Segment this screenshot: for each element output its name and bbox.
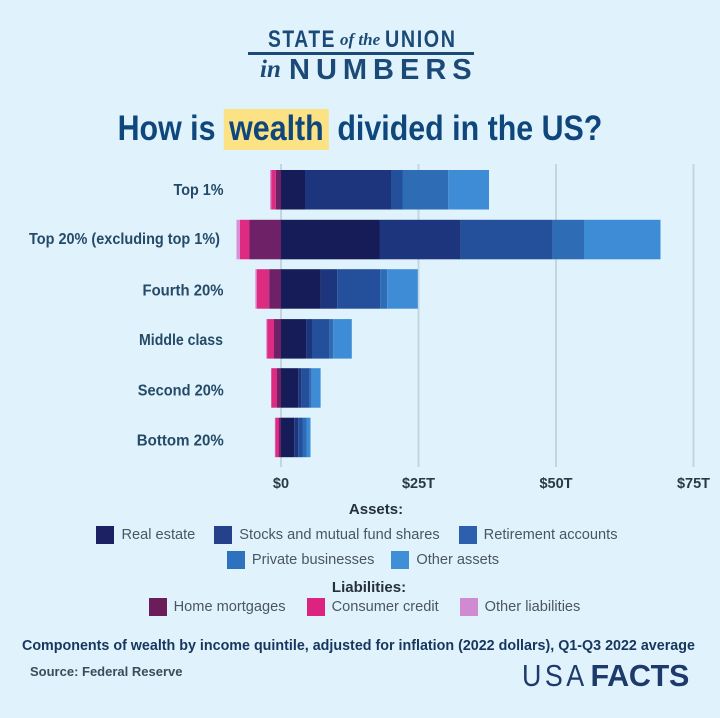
svg-text:Top 1%: Top 1% (174, 182, 224, 199)
svg-text:Fourth 20%: Fourth 20% (143, 283, 224, 300)
svg-text:Second 20%: Second 20% (138, 383, 224, 400)
svg-text:$50T: $50T (539, 476, 572, 492)
svg-text:Middle class: Middle class (139, 332, 223, 349)
svg-text:$25T: $25T (402, 476, 435, 492)
svg-text:Bottom 20%: Bottom 20% (137, 433, 224, 450)
svg-text:Top 20% (excluding top 1%): Top 20% (excluding top 1%) (29, 231, 220, 248)
svg-text:$75T: $75T (677, 476, 710, 492)
svg-text:$0: $0 (273, 476, 289, 492)
